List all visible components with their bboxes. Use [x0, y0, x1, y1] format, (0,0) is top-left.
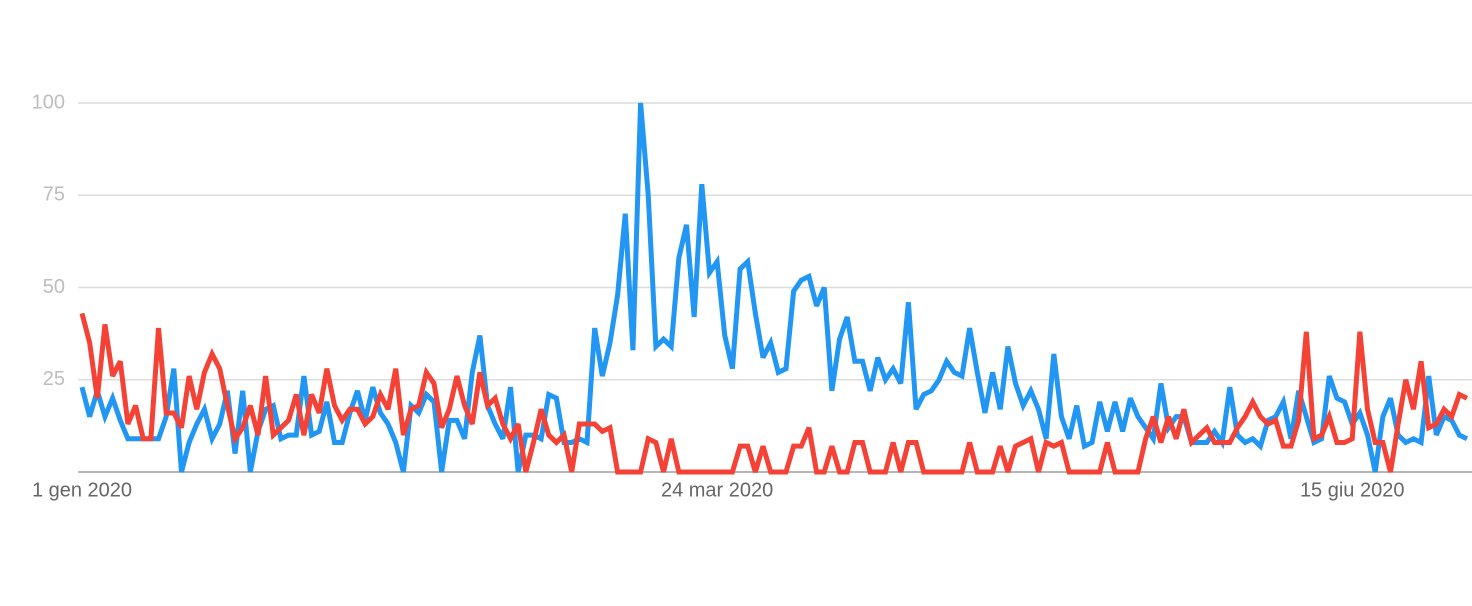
- x-tick-label: 15 giu 2020: [1300, 479, 1405, 501]
- x-tick-label: 24 mar 2020: [661, 479, 773, 501]
- y-tick-label: 25: [43, 368, 65, 390]
- y-tick-label: 100: [32, 91, 65, 113]
- x-tick-label: 1 gen 2020: [32, 479, 132, 501]
- y-tick-label: 75: [43, 184, 65, 206]
- series-line: [79, 312, 1469, 475]
- y-tick-label: 50: [43, 276, 65, 298]
